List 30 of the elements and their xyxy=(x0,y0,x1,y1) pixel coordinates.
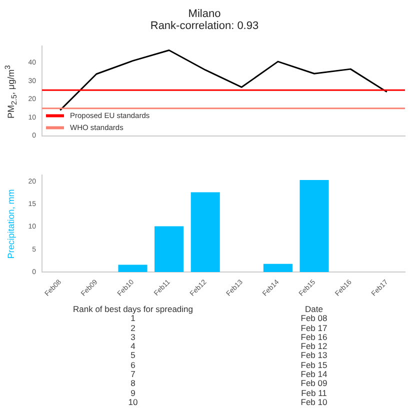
text: 7 xyxy=(130,369,136,380)
text: 2 xyxy=(130,322,136,333)
text: Feb 14 xyxy=(300,369,328,380)
text: Date xyxy=(304,304,324,314)
y-axis-title: Precipitation, mm xyxy=(6,188,16,258)
text: Feb 10 xyxy=(300,396,328,408)
text: Feb 13 xyxy=(300,350,328,361)
bar xyxy=(118,264,148,272)
text: Feb 17 xyxy=(300,322,328,333)
text: 4 xyxy=(130,341,136,352)
text: 9 xyxy=(130,388,136,398)
text: Feb 11 xyxy=(300,388,328,398)
text: Feb 15 xyxy=(300,360,328,370)
bar xyxy=(190,192,220,272)
bar xyxy=(300,180,329,272)
text: Rank of best days for spreading xyxy=(72,304,194,314)
text: 1 xyxy=(130,313,136,324)
text: 8 xyxy=(130,378,136,389)
text: 6 xyxy=(130,360,136,370)
text: Feb 12 xyxy=(300,341,328,352)
bar xyxy=(154,226,184,272)
chart-title: Milano xyxy=(187,8,222,20)
text: Feb 09 xyxy=(300,378,328,389)
text: Feb 08 xyxy=(300,313,328,324)
bar xyxy=(263,264,292,272)
text: 5 xyxy=(130,350,136,361)
text: 10 xyxy=(127,396,139,408)
chart-subtitle: Rank-correlation: 0.93 xyxy=(149,20,260,32)
text: Feb 16 xyxy=(300,332,328,342)
text: 3 xyxy=(130,332,136,342)
